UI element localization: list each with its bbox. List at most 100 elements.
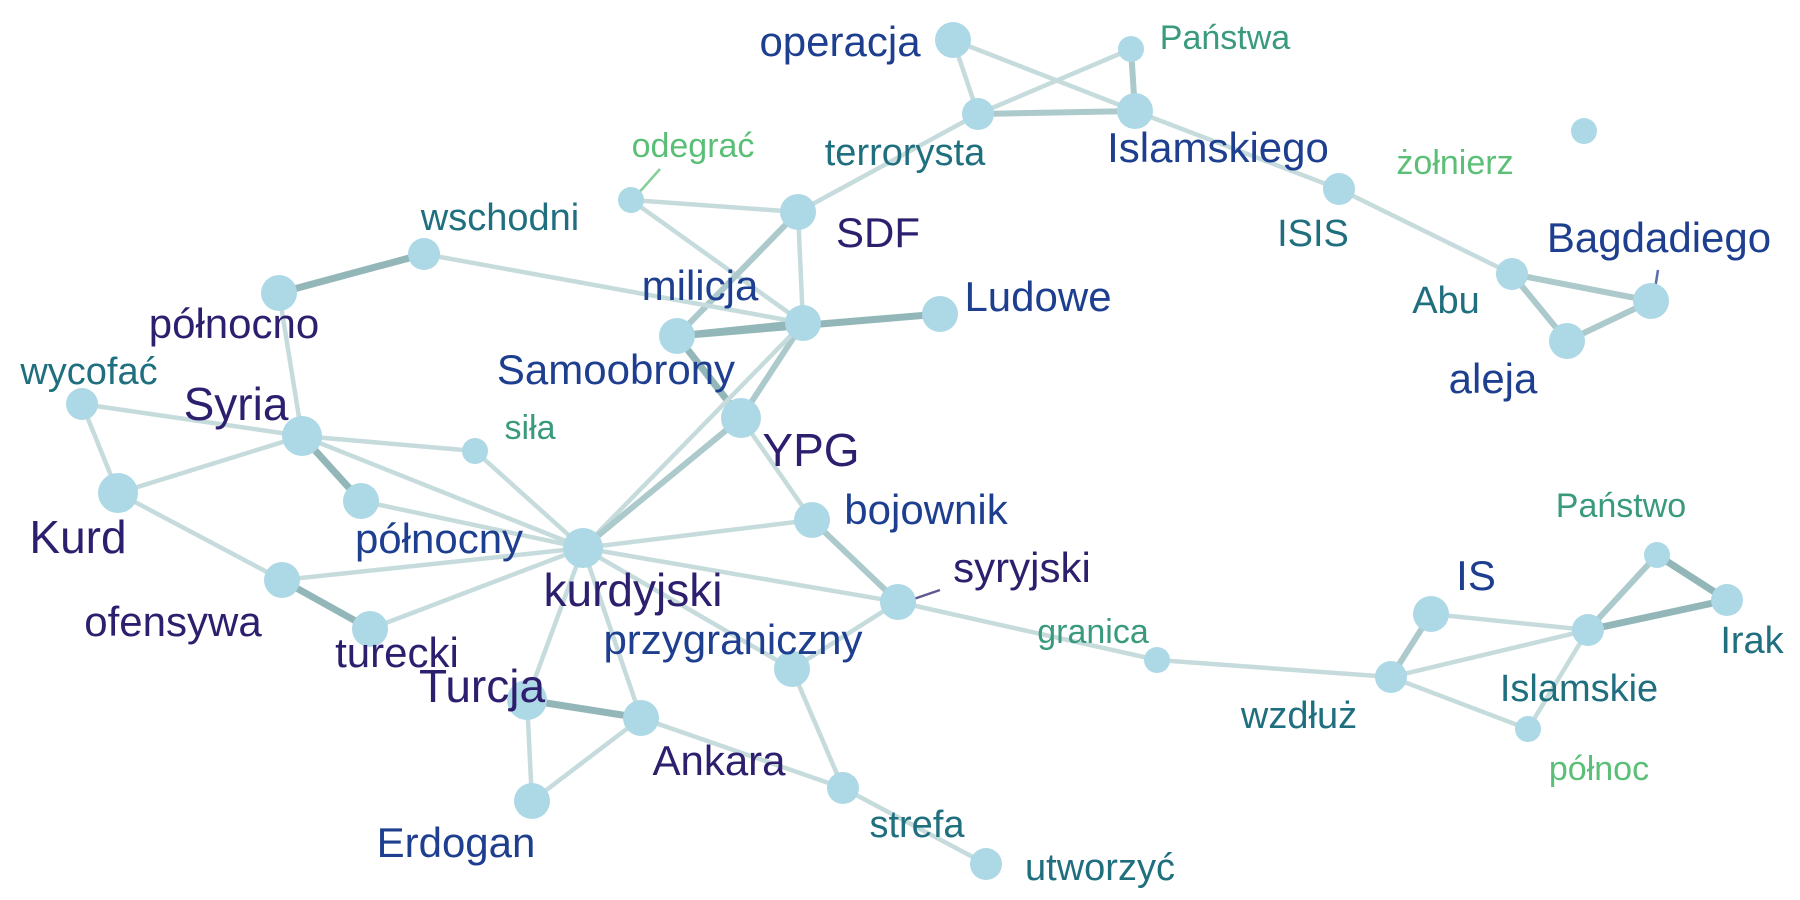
edge-kurdyjski-turecki	[367, 545, 586, 632]
edge-wzdluz-islamskie	[1388, 627, 1591, 680]
node-zolnierz	[1571, 118, 1597, 144]
edge-islamskie-panstwo	[1585, 552, 1660, 633]
edge-islamskie-polnoc	[1525, 627, 1591, 732]
node-odegrac	[618, 187, 644, 213]
label-ankara: Ankara	[652, 737, 786, 784]
edge-sila-kurdyjski	[472, 448, 586, 551]
label-abu: Abu	[1412, 280, 1480, 322]
label-panstwa: Państwa	[1160, 19, 1290, 57]
edge-kurd-ofensywa	[115, 490, 285, 583]
label-islamskie: Islamskie	[1500, 668, 1658, 710]
label-ludowe: Ludowe	[964, 273, 1111, 320]
node-syria	[282, 416, 322, 456]
node-sdf	[780, 194, 816, 230]
label-is: IS	[1456, 552, 1496, 599]
node-sila	[462, 438, 488, 464]
label-wzdluz: wzdłuż	[1240, 695, 1357, 737]
label-wschodni: wschodni	[420, 197, 579, 239]
edge-wzdluz-polnoc	[1388, 674, 1531, 732]
edge-ankara-erdogan	[529, 715, 644, 804]
edge-is-islamskie	[1428, 611, 1591, 633]
node-is	[1413, 596, 1449, 632]
label-terrorysta: terrorysta	[825, 132, 986, 174]
edge-odegrac-samoobrony	[628, 197, 806, 326]
label-islamskiego: Islamskiego	[1107, 124, 1329, 171]
node-samoobrony	[785, 305, 821, 341]
node-panstwo	[1644, 542, 1670, 568]
node-polnoc	[1515, 716, 1541, 742]
edge-islamskiego-isis	[1132, 108, 1342, 192]
node-turecki	[352, 611, 388, 647]
label-sila: siła	[504, 409, 555, 447]
edge-sdf-milicja	[674, 209, 801, 339]
label-kurd: Kurd	[29, 511, 126, 563]
node-ankara	[623, 700, 659, 736]
edge-wycofac-syria	[79, 401, 305, 439]
edge-polnocny-kurdyjski	[358, 498, 586, 551]
node-wzdluz	[1375, 661, 1407, 693]
edge-wschodni-samoobrony	[421, 251, 806, 326]
node-erdogan	[514, 783, 550, 819]
label-polnocny: północny	[355, 515, 523, 562]
label-operacja: operacja	[759, 18, 921, 65]
edge-terrorysta-panstwa	[975, 46, 1134, 117]
edge-kurd-syria	[115, 433, 305, 496]
label-ofensywa: ofensywa	[84, 598, 262, 645]
node-syryjski	[880, 584, 916, 620]
node-wschodni	[408, 238, 440, 270]
node-aleja	[1549, 323, 1585, 359]
edge-bojownik-syryjski	[809, 517, 901, 605]
label-milicja: milicja	[642, 262, 759, 309]
node-kurd	[98, 473, 138, 513]
label-granica: granica	[1037, 613, 1149, 651]
label-wycofac: wycofać	[19, 351, 157, 393]
node-ofensywa	[264, 562, 300, 598]
node-abu	[1496, 258, 1528, 290]
node-przygraniczny	[774, 651, 810, 687]
edge-abu-bagdadiego	[1509, 271, 1654, 304]
edge-kurdyjski-turcja	[524, 545, 586, 703]
label-erdogan: Erdogan	[377, 819, 536, 866]
label-przygraniczny: przygraniczny	[603, 616, 862, 663]
label-polnocno: północno	[149, 300, 319, 347]
label-strefa: strefa	[869, 804, 965, 846]
edge-syryjski-granica	[895, 599, 1160, 663]
node-turcja	[507, 680, 547, 720]
node-isis	[1323, 173, 1355, 205]
labels-layer: operacja Państwa terrorysta Islamskiego odeg…	[19, 18, 1784, 889]
edge-wschodni-polnocno	[275, 250, 428, 297]
node-operacja	[935, 22, 971, 58]
label-zolnierz: żołnierz	[1396, 144, 1513, 182]
edge-terrorysta-sdf	[795, 111, 981, 215]
edge-kurdyjski-przygraniczny	[580, 545, 795, 672]
node-polnocny	[343, 483, 379, 519]
node-bojownik	[794, 502, 830, 538]
node-ypg	[721, 398, 761, 438]
edge-strefa-utworzyc	[840, 785, 989, 867]
label-kurdyjski: kurdyjski	[544, 564, 723, 616]
node-strefa	[827, 772, 859, 804]
edge-ankara-strefa	[638, 715, 846, 791]
label-bojownik: bojownik	[844, 486, 1008, 533]
label-panstwo: Państwo	[1556, 487, 1686, 525]
edge-kurdyjski-ofensywa	[279, 545, 586, 583]
label-irak: Irak	[1720, 620, 1784, 662]
node-islamskie	[1572, 614, 1604, 646]
node-panstwa	[1118, 36, 1144, 62]
edge-samoobrony-kurdyjski	[580, 320, 806, 551]
label-samoobrony: Samoobrony	[497, 346, 735, 393]
label-bagdadiego: Bagdadiego	[1547, 214, 1771, 261]
edge-terrorysta-islamskiego	[975, 108, 1138, 117]
edge-przygraniczny-strefa	[789, 666, 846, 791]
node-terrorysta	[962, 98, 994, 130]
label-syria: Syria	[184, 378, 289, 430]
node-utworzyc	[970, 848, 1002, 880]
node-islamskiego	[1117, 93, 1153, 129]
edges-layer	[79, 37, 1731, 867]
edge-sdf-samoobrony	[795, 209, 806, 326]
node-bagdadiego	[1633, 283, 1669, 319]
node-wycofac	[66, 388, 98, 420]
node-kurdyjski	[563, 528, 603, 568]
label-aleja: aleja	[1449, 355, 1538, 402]
